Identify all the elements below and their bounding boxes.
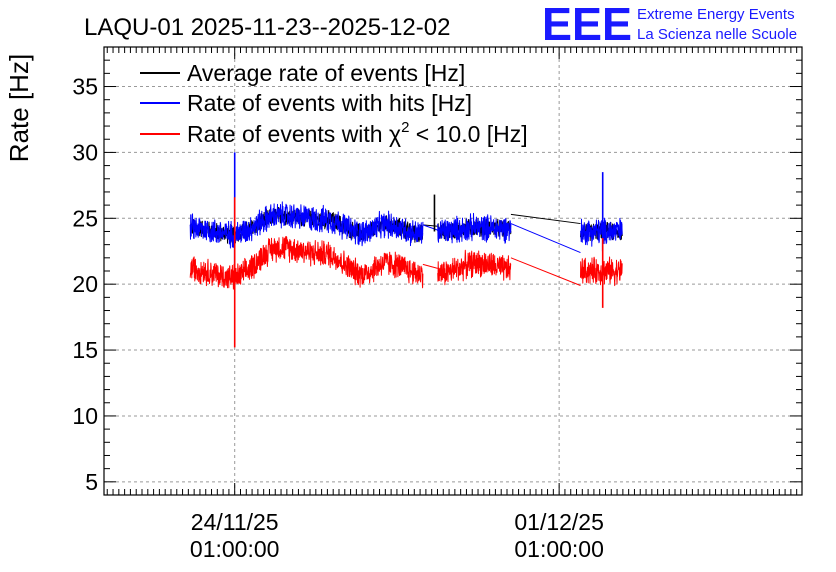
y-tick-label: 10 [72,403,98,429]
grid-lines [104,47,802,495]
legend-label: Rate of events with hits [Hz] [187,90,472,116]
series-line-segment [510,213,581,225]
series-ff0000 [189,197,623,348]
y-axis-label: Rate [Hz] [4,54,34,162]
x-tick-label-time: 01:00:00 [514,536,604,562]
logo-line-1: Extreme Energy Events [637,6,795,23]
series-line-segment [510,223,581,254]
eee-logo: EEE [542,0,632,50]
series-line-segment [437,249,512,286]
logo-line-2: La Scienza nelle Scuole [637,26,797,43]
y-tick-label: 5 [85,469,98,495]
data-series [189,152,623,348]
series-line-segment [580,256,623,287]
y-tick-label: 35 [72,74,98,100]
series-line-segment [189,236,424,290]
axes: 510152025303524/11/2501:00:0001/12/2501:… [72,46,803,562]
x-tick-label-date: 24/11/25 [191,509,279,535]
y-tick-label: 30 [72,139,98,165]
series-line-segment [189,201,424,249]
y-tick-label: 20 [72,271,98,297]
series-line-segment [510,257,581,286]
y-tick-label: 15 [72,337,98,363]
y-tick-label: 25 [72,205,98,231]
x-tick-label-time: 01:00:00 [190,536,280,562]
legend-label: Average rate of events [Hz] [187,60,465,86]
legend-label: Rate of events with χ2 < 10.0 [Hz] [187,119,528,147]
series-line-segment [422,263,438,269]
series-line-segment [580,217,623,247]
series-line-segment [437,212,512,244]
legend: Average rate of events [Hz] Rate of event… [140,60,528,147]
chart-title: LAQU-01 2025-11-23--2025-12-02 [84,14,450,41]
x-tick-label-date: 01/12/25 [514,509,604,535]
